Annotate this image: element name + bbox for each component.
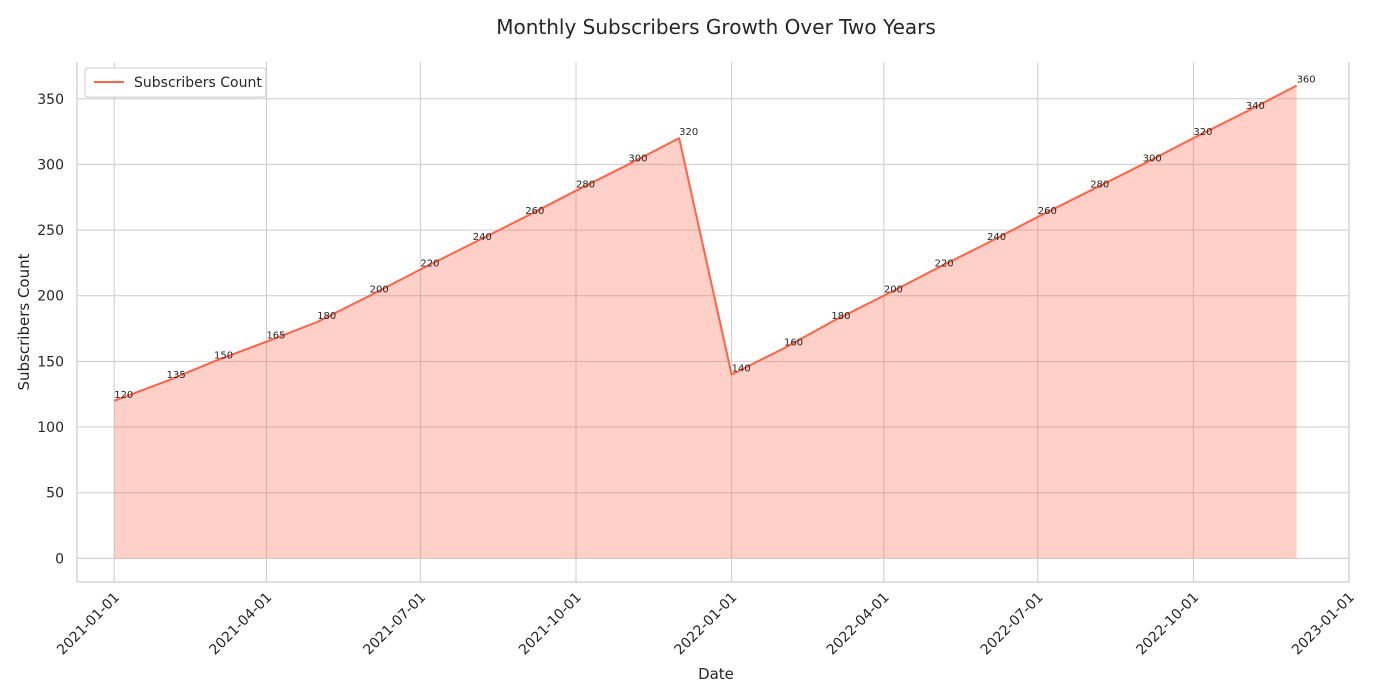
data-label: 340: [1246, 101, 1265, 112]
data-label: 165: [266, 331, 285, 342]
legend-box: [84, 67, 267, 98]
data-label: 150: [214, 350, 233, 361]
x-tick-label: 2021-10-01: [516, 590, 585, 659]
data-labels: 120 135 150 165 180 200 220 240 260 280 300 320 140 1…: [114, 75, 1315, 401]
data-label: 260: [525, 206, 544, 217]
data-label: 300: [628, 153, 647, 164]
data-label: 120: [114, 390, 133, 401]
series-line-subscribers-count: [113, 84, 1298, 402]
data-label: 180: [317, 311, 336, 322]
legend-entry-subscribers-count: Subscribers Count: [134, 75, 262, 91]
data-label: 240: [987, 232, 1006, 243]
x-axis-label: Date: [698, 665, 734, 683]
data-label: 240: [473, 232, 492, 243]
x-tick-label: 2021-01-01: [54, 590, 123, 659]
data-label: 140: [732, 364, 751, 375]
x-tick-label: 2022-07-01: [978, 590, 1047, 659]
data-label: 320: [679, 127, 698, 138]
legend: Subscribers Count: [84, 67, 267, 98]
y-tick-label: 150: [37, 354, 64, 370]
y-tick-label: 350: [37, 92, 64, 108]
y-tick-label: 250: [37, 223, 64, 239]
data-label: 280: [1090, 180, 1109, 191]
data-label: 360: [1297, 75, 1316, 86]
y-tick-label: 0: [55, 551, 64, 567]
data-label: 320: [1193, 127, 1212, 138]
data-label: 200: [884, 285, 903, 296]
y-tick-label: 100: [37, 420, 64, 436]
area-fill: [114, 85, 1297, 559]
data-label: 220: [935, 258, 954, 269]
y-axis-label: Subscribers Count: [15, 253, 33, 390]
data-label: 300: [1143, 153, 1162, 164]
x-tick-label: 2022-04-01: [824, 590, 893, 659]
data-label: 280: [576, 180, 595, 191]
data-label: 160: [784, 337, 803, 348]
data-label: 180: [831, 311, 850, 322]
y-tick-label: 300: [37, 157, 64, 173]
axis-spines: [76, 62, 1350, 583]
data-label: 135: [167, 370, 186, 381]
y-tick-label: 200: [37, 289, 64, 305]
x-tick-label: 2021-07-01: [360, 590, 429, 659]
y-tick-label: 50: [46, 486, 64, 502]
chart-title: Monthly Subscribers Growth Over Two Year…: [496, 15, 936, 39]
x-tick-label: 2023-01-01: [1289, 590, 1358, 659]
x-tick-labels: 2021-01-01 2021-04-01 2021-07-01 2021-10-01…: [54, 590, 1358, 659]
grid-lines: [77, 62, 1350, 582]
data-label: 220: [420, 258, 439, 269]
data-label: 260: [1038, 206, 1057, 217]
x-tick-label: 2021-04-01: [206, 590, 275, 659]
x-tick-label: 2022-10-01: [1133, 590, 1202, 659]
x-tick-label: 2022-01-01: [672, 590, 741, 659]
y-tick-labels: 0 50 100 150 200 250 300 350: [37, 92, 64, 568]
data-label: 200: [370, 285, 389, 296]
